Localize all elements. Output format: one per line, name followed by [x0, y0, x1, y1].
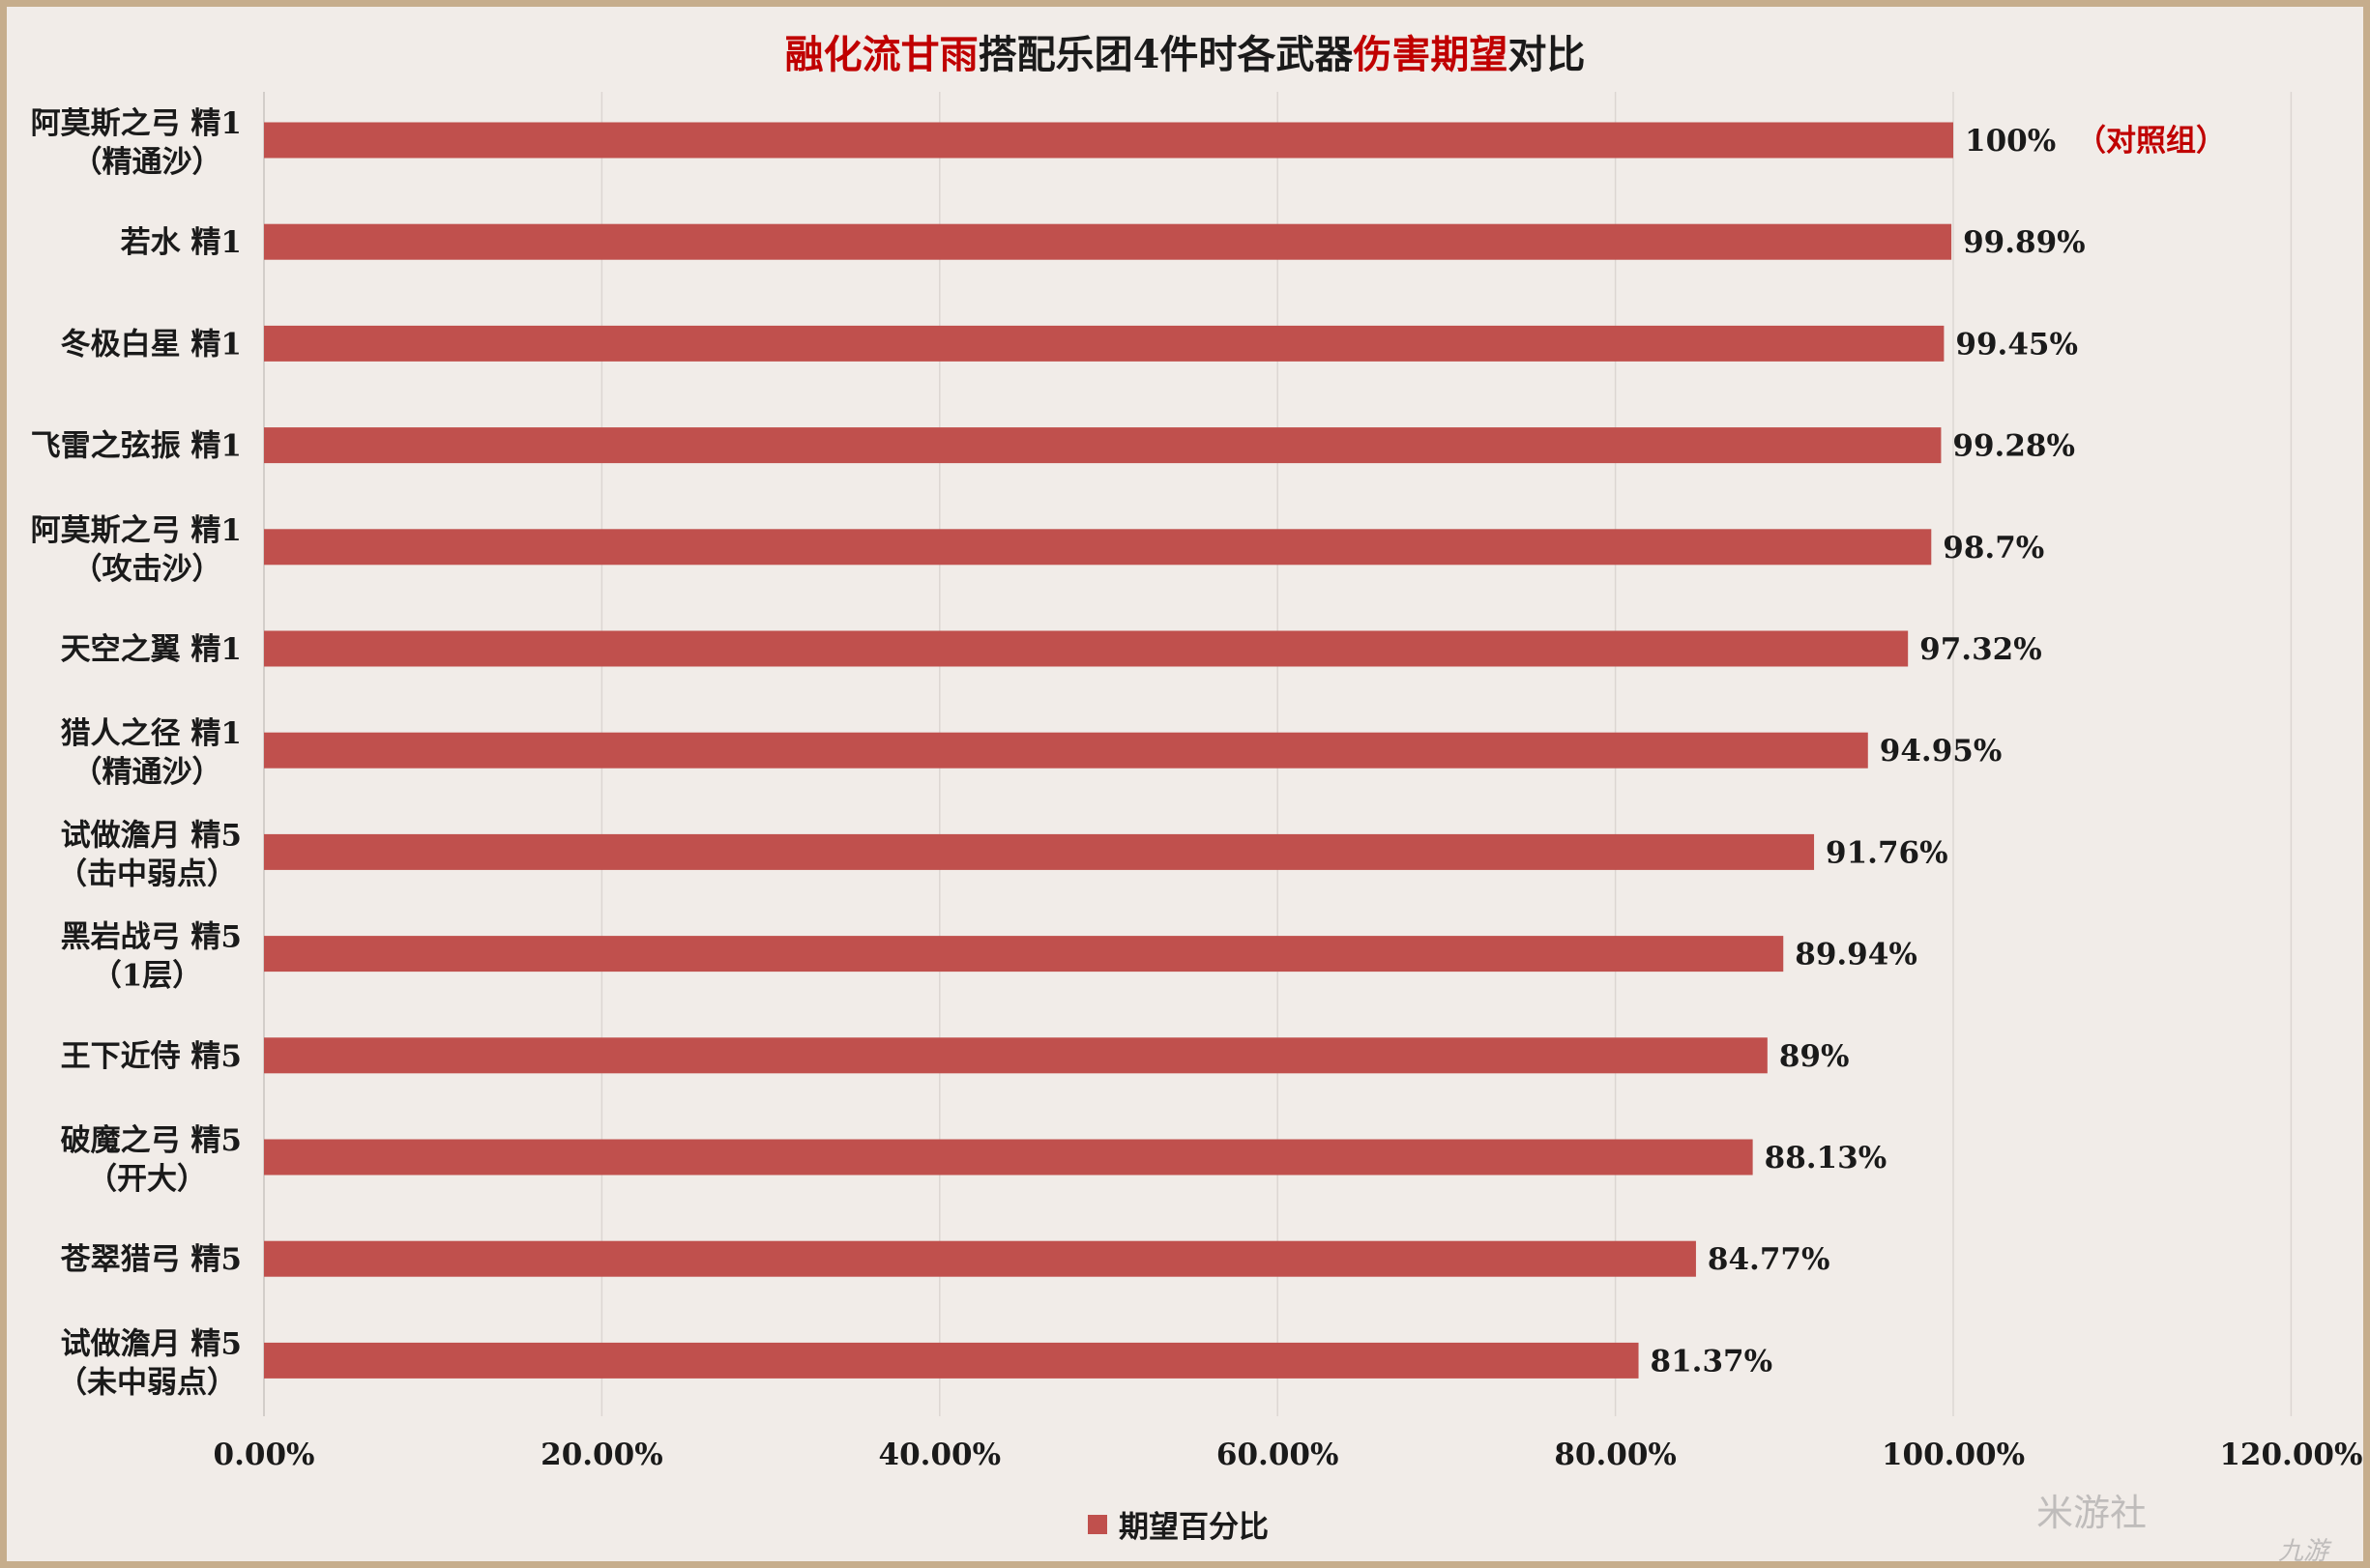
x-tick-label: 60.00%	[1216, 1437, 1339, 1472]
bar	[264, 529, 1932, 566]
bar	[264, 833, 1815, 870]
watermark-text: 米游社	[2036, 1492, 2148, 1534]
title-part-4: 对比	[1507, 32, 1586, 77]
legend-label: 期望百分比	[1119, 1510, 1269, 1545]
watermark-logo: 九游	[2278, 1537, 2329, 1566]
bar	[264, 630, 1909, 667]
x-tick-label: 20.00%	[541, 1437, 663, 1472]
chart-title: 融化流甘雨搭配乐团4件时各武器伤害期望对比	[0, 23, 2370, 79]
category-label: 破魔之弓 精5	[61, 1123, 242, 1158]
bar	[264, 1037, 1768, 1074]
data-label: 84.77%	[1708, 1242, 1830, 1277]
category-sublabel: （攻击沙）	[73, 552, 222, 587]
x-tick-label: 80.00%	[1554, 1437, 1677, 1472]
bar	[264, 1240, 1696, 1277]
x-tick-label: 0.00%	[214, 1437, 315, 1472]
bar	[264, 223, 1952, 260]
data-label: 81.37%	[1651, 1344, 1773, 1379]
category-label: 王下近侍 精5	[61, 1039, 242, 1074]
bar	[264, 1342, 1639, 1379]
category-sublabel: （精通沙）	[73, 145, 222, 180]
category-label: 试做澹月 精5	[61, 1326, 242, 1361]
data-label: 100%	[1965, 124, 2056, 159]
category-label: 黑岩战弓 精5	[61, 920, 242, 955]
x-tick-label: 120.00%	[2219, 1437, 2362, 1472]
data-label: 94.95%	[1880, 734, 2003, 769]
data-label: 97.32%	[1919, 632, 2042, 667]
bar	[264, 1139, 1753, 1176]
legend-swatch	[1088, 1514, 1107, 1534]
data-label: 88.13%	[1765, 1141, 1887, 1176]
bar	[264, 325, 1945, 362]
category-label: 飞雷之弦振 精1	[31, 429, 242, 464]
data-label: 98.7%	[1943, 531, 2044, 566]
data-label: 99.28%	[1952, 429, 2075, 464]
bar	[264, 122, 1953, 159]
category-sublabel: （1层）	[92, 959, 203, 994]
data-label: 99.89%	[1963, 225, 2086, 260]
category-label: 冬极白星 精1	[61, 327, 242, 362]
category-sublabel: （开大）	[87, 1162, 207, 1197]
x-tick-label: 40.00%	[879, 1437, 1002, 1472]
title-part-2: 搭配乐团4件时各武器	[978, 32, 1354, 77]
category-label: 阿莫斯之弓 精1	[31, 513, 242, 548]
category-label: 苍翠猎弓 精5	[61, 1242, 242, 1277]
x-tick-label: 100.00%	[1882, 1437, 2025, 1472]
title-part-3: 伤害期望	[1353, 32, 1508, 77]
category-sublabel: （未中弱点）	[57, 1365, 237, 1400]
category-label: 试做澹月 精5	[61, 818, 242, 853]
annotation-label: （对照组）	[2076, 124, 2226, 159]
data-label: 89.94%	[1795, 938, 1917, 973]
bar	[264, 936, 1784, 973]
bar	[264, 427, 1942, 464]
chart-legend: 期望百分比	[1088, 1502, 1269, 1546]
bar	[264, 732, 1868, 769]
category-label: 猎人之径 精1	[61, 716, 242, 751]
data-label: 99.45%	[1955, 327, 2078, 362]
category-sublabel: （精通沙）	[73, 755, 222, 790]
category-label: 天空之翼 精1	[61, 632, 242, 667]
category-label: 阿莫斯之弓 精1	[31, 106, 242, 141]
data-label: 89%	[1779, 1039, 1850, 1074]
data-label: 91.76%	[1826, 835, 1948, 870]
category-sublabel: （击中弱点）	[57, 857, 237, 891]
title-part-1: 融化流甘雨	[784, 32, 979, 77]
category-label: 若水 精1	[121, 225, 242, 260]
